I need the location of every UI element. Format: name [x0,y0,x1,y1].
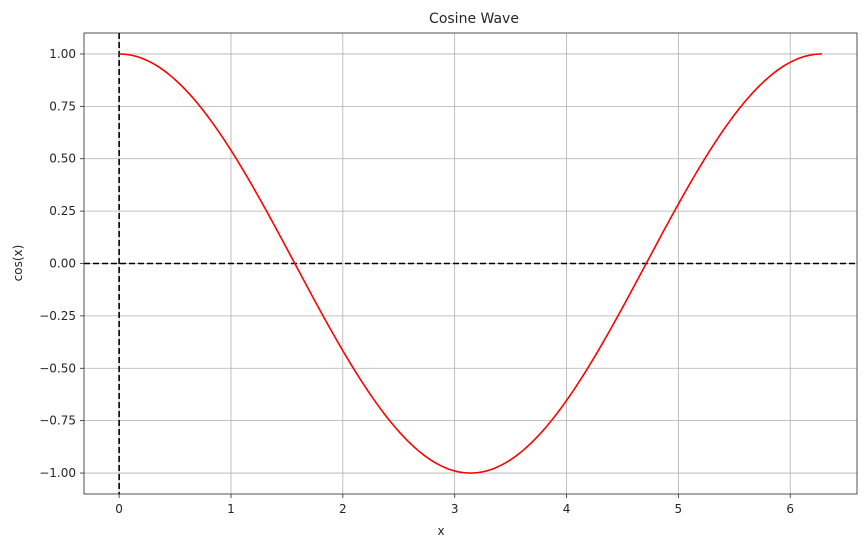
chart-title: Cosine Wave [429,11,519,27]
series-layer [119,53,822,474]
x-tick-label-2: 2 [339,502,347,516]
y-tick-label-7: 0.75 [49,99,76,113]
x-tick-label-4: 4 [563,502,571,516]
x-tick-label-3: 3 [451,502,459,516]
y-tick-label-1: −0.75 [39,414,76,428]
y-tick-label-0: −1.00 [39,466,76,480]
series-line-0 [119,53,822,474]
reference-lines [84,33,857,494]
y-tick-label-2: −0.50 [39,361,76,375]
y-tick-label-5: 0.25 [49,204,76,218]
ticks: 0 1 2 3 4 5 6 −1.00 −0.75 −0.50 −0.25 0.00 0.25 0.50 0… [39,47,794,516]
x-axis-title: x [437,524,444,538]
x-tick-label-0: 0 [115,502,123,516]
y-tick-label-3: −0.25 [39,309,76,323]
x-tick-label-5: 5 [675,502,683,516]
x-tick-label-1: 1 [227,502,235,516]
x-tick-label-6: 6 [786,502,794,516]
y-tick-label-4: 0.00 [49,257,76,271]
y-tick-label-6: 0.50 [49,152,76,166]
y-tick-label-8: 1.00 [49,47,76,61]
y-axis-title: cos(x) [11,245,25,282]
